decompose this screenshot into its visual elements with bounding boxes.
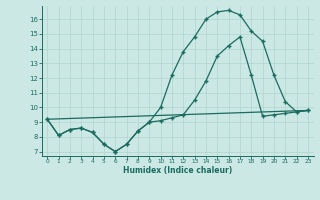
X-axis label: Humidex (Indice chaleur): Humidex (Indice chaleur) (123, 166, 232, 175)
